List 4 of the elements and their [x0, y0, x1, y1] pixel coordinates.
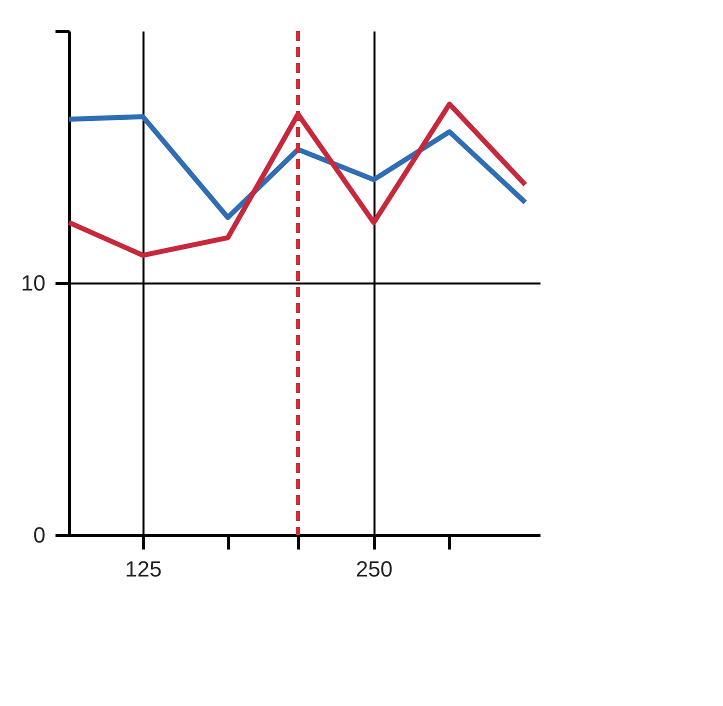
y-tick-label: 10 — [21, 270, 46, 296]
y-tick-label: 0 — [33, 522, 46, 548]
x-tick-label: 125 — [125, 556, 162, 582]
x-tick-label: 250 — [356, 556, 393, 582]
